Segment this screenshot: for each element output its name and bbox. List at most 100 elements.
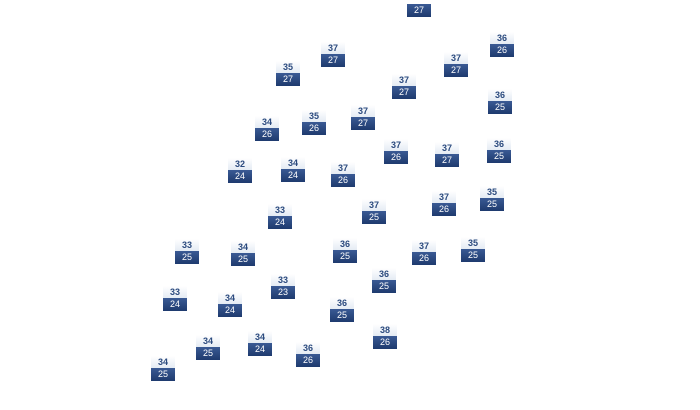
low-temp: 24	[248, 343, 272, 356]
low-temp: 25	[480, 198, 504, 211]
low-temp: 27	[351, 117, 375, 130]
low-temp: 25	[372, 280, 396, 293]
temperature-marker: 33 23	[271, 274, 295, 299]
high-temp: 37	[444, 52, 468, 64]
low-temp: 26	[432, 203, 456, 216]
temperature-marker: 36 26	[490, 32, 514, 57]
temperature-marker: 38 26	[373, 324, 397, 349]
temperature-marker: 37 25	[362, 199, 386, 224]
high-temp: 37	[351, 105, 375, 117]
low-temp: 25	[151, 368, 175, 381]
high-temp: 33	[163, 286, 187, 298]
temperature-marker: 34 25	[231, 241, 255, 266]
low-temp: 25	[333, 250, 357, 263]
low-temp: 24	[268, 216, 292, 229]
low-temp: 26	[490, 44, 514, 57]
temperature-marker: 37 26	[384, 139, 408, 164]
temperature-marker: 34 24	[248, 331, 272, 356]
low-temp: 27	[392, 86, 416, 99]
high-temp: 36	[487, 138, 511, 150]
temperature-marker: 34 24	[218, 292, 242, 317]
temperature-marker: 32 24	[228, 158, 252, 183]
high-temp: 34	[255, 116, 279, 128]
high-temp: 34	[231, 241, 255, 253]
temperature-marker: 35 26	[302, 110, 326, 135]
high-temp: 37	[321, 42, 345, 54]
temperature-marker: 34 25	[151, 356, 175, 381]
low-temp: 24	[281, 169, 305, 182]
high-temp: 36	[488, 89, 512, 101]
low-temp: 26	[384, 151, 408, 164]
high-temp: 35	[276, 61, 300, 73]
temperature-marker: 35 27	[276, 61, 300, 86]
temperature-marker: 37 27	[351, 105, 375, 130]
low-temp: 27	[407, 4, 431, 17]
low-temp: 27	[444, 64, 468, 77]
temperature-marker: 27	[407, 0, 431, 17]
temperature-marker: 37 26	[331, 162, 355, 187]
high-temp: 37	[432, 191, 456, 203]
temperature-marker: 36 25	[330, 297, 354, 322]
high-temp: 34	[196, 335, 220, 347]
low-temp: 25	[362, 211, 386, 224]
temperature-marker: 37 27	[444, 52, 468, 77]
high-temp: 36	[372, 268, 396, 280]
low-temp: 27	[321, 54, 345, 67]
temperature-marker: 37 27	[435, 142, 459, 167]
temperature-marker: 36 25	[333, 238, 357, 263]
temperature-marker: 37 26	[412, 240, 436, 265]
temperature-marker: 33 24	[163, 286, 187, 311]
low-temp: 25	[487, 150, 511, 163]
temperature-marker: 34 24	[281, 157, 305, 182]
high-temp: 35	[461, 237, 485, 249]
high-temp: 38	[373, 324, 397, 336]
temperature-marker: 34 25	[196, 335, 220, 360]
high-temp: 36	[330, 297, 354, 309]
high-temp: 37	[435, 142, 459, 154]
low-temp: 25	[330, 309, 354, 322]
low-temp: 27	[276, 73, 300, 86]
temperature-marker: 36 26	[296, 342, 320, 367]
temperature-marker: 36 25	[372, 268, 396, 293]
high-temp: 33	[268, 204, 292, 216]
low-temp: 26	[331, 174, 355, 187]
low-temp: 26	[373, 336, 397, 349]
high-temp: 36	[333, 238, 357, 250]
high-temp: 35	[480, 186, 504, 198]
temperature-marker: 37 27	[392, 74, 416, 99]
temperature-marker: 37 26	[432, 191, 456, 216]
high-temp: 37	[412, 240, 436, 252]
low-temp: 25	[488, 101, 512, 114]
high-temp: 34	[281, 157, 305, 169]
low-temp: 26	[302, 122, 326, 135]
low-temp: 23	[271, 286, 295, 299]
high-temp: 36	[296, 342, 320, 354]
high-temp: 37	[362, 199, 386, 211]
low-temp: 26	[296, 354, 320, 367]
low-temp: 25	[231, 253, 255, 266]
temperature-marker: 33 24	[268, 204, 292, 229]
low-temp: 26	[412, 252, 436, 265]
low-temp: 25	[175, 251, 199, 264]
high-temp: 34	[151, 356, 175, 368]
low-temp: 25	[461, 249, 485, 262]
low-temp: 25	[196, 347, 220, 360]
high-temp: 35	[302, 110, 326, 122]
low-temp: 24	[228, 170, 252, 183]
high-temp: 37	[331, 162, 355, 174]
high-temp: 33	[175, 239, 199, 251]
low-temp: 24	[163, 298, 187, 311]
low-temp: 27	[435, 154, 459, 167]
temperature-marker: 35 25	[461, 237, 485, 262]
high-temp: 37	[384, 139, 408, 151]
high-temp: 37	[392, 74, 416, 86]
high-temp: 36	[490, 32, 514, 44]
high-temp: 32	[228, 158, 252, 170]
temperature-marker: 37 27	[321, 42, 345, 67]
high-temp: 34	[248, 331, 272, 343]
temperature-marker: 34 26	[255, 116, 279, 141]
low-temp: 24	[218, 304, 242, 317]
low-temp: 26	[255, 128, 279, 141]
high-temp: 34	[218, 292, 242, 304]
